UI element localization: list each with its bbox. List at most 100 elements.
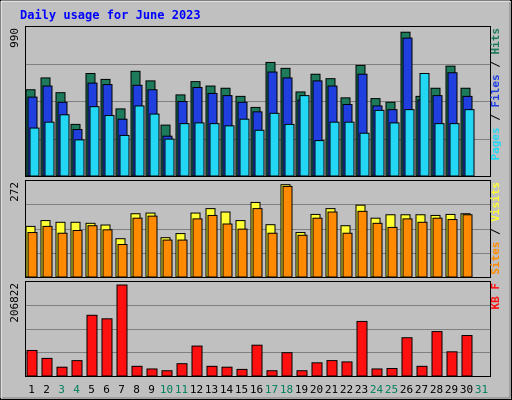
x-tick-label: 22 [340, 383, 353, 396]
bar-sites [87, 225, 98, 278]
bar-kb-f [431, 331, 443, 377]
axis-max-label: 272 [8, 182, 21, 202]
x-tick-label: 25 [385, 383, 398, 396]
bar-kb-f [461, 335, 473, 377]
bar-kb-f [86, 314, 98, 377]
bar-kb-f [446, 351, 458, 377]
x-tick-label: 17 [265, 383, 278, 396]
bar-sites [222, 223, 233, 278]
bar-kb-f [296, 370, 308, 377]
panel-2: 272 Sites / Visits [8, 180, 502, 278]
bar-sites [447, 219, 458, 278]
bar-kb-f [341, 361, 353, 377]
axis-max-label: 206822 [8, 283, 21, 323]
bar-pages [59, 114, 70, 177]
legend: KB F [489, 283, 502, 310]
bar-sites [252, 208, 263, 278]
x-tick-label: 19 [295, 383, 308, 396]
x-tick-label: 16 [250, 383, 263, 396]
bar-pages [314, 140, 325, 177]
bar-kb-f [146, 368, 158, 377]
bar-sites [327, 211, 338, 278]
x-tick-label: 13 [205, 383, 218, 396]
bar-sites [462, 214, 473, 278]
x-tick-label: 23 [355, 383, 368, 396]
bar-pages [194, 122, 205, 177]
bar-kb-f [71, 360, 83, 377]
bar-kb-f [41, 357, 53, 377]
bar-pages [164, 138, 175, 177]
bar-pages [239, 118, 250, 177]
x-tick-label: 29 [445, 383, 458, 396]
bar-kb-f [101, 318, 113, 377]
bar-sites [312, 217, 323, 278]
x-tick-label: 10 [160, 383, 173, 396]
bar-pages [179, 123, 190, 177]
panel-3: 206822 KB F [8, 281, 502, 377]
bar-kb-f [311, 362, 323, 377]
bar-pages [389, 122, 400, 177]
legend-item: KB F [489, 283, 502, 310]
x-tick-label: 31 [475, 383, 488, 396]
bar-kb-f [26, 349, 38, 377]
bar-kb-f [326, 360, 338, 377]
x-tick-label: 21 [325, 383, 338, 396]
bar-pages [419, 73, 430, 177]
x-tick-label: 27 [415, 383, 428, 396]
bar-kb-f [281, 352, 293, 377]
x-tick-label: 12 [190, 383, 203, 396]
x-tick-label: 3 [58, 383, 65, 396]
bar-pages [224, 125, 235, 177]
bar-pages [74, 139, 85, 177]
legend-item: Files [489, 74, 502, 107]
bar-kb-f [191, 345, 203, 377]
bar-pages [119, 134, 130, 177]
legend-separator: / [489, 55, 502, 75]
bar-pages [29, 127, 40, 177]
bar-kb-f [176, 363, 188, 377]
legend: Sites / Visits [489, 182, 502, 275]
bar-sites [297, 234, 308, 278]
x-tick-label: 18 [280, 383, 293, 396]
x-tick-label: 30 [460, 383, 473, 396]
bar-kb-f [56, 366, 68, 377]
bar-pages [449, 123, 460, 177]
bar-sites [342, 232, 353, 278]
bar-sites [102, 229, 113, 278]
bar-pages [149, 113, 160, 177]
bar-pages [269, 112, 280, 177]
bar-sites [72, 230, 83, 278]
bar-sites [177, 239, 188, 278]
bar-pages [104, 115, 115, 177]
bar-sites [267, 232, 278, 278]
bar-kb-f [371, 368, 383, 377]
bar-sites [57, 232, 68, 278]
bar-pages [434, 123, 445, 177]
bar-sites [402, 218, 413, 278]
x-tick-label: 9 [148, 383, 155, 396]
x-tick-label: 26 [400, 383, 413, 396]
legend-item: Pages [489, 127, 502, 160]
legend: Pages / Files / Hits [489, 28, 502, 161]
bar-pages [404, 109, 415, 177]
bar-pages [134, 105, 145, 177]
legend-item: Sites [489, 242, 502, 275]
bar-kb-f [266, 370, 278, 377]
bar-pages [374, 109, 385, 177]
bar-kb-f [251, 344, 263, 377]
bar-pages [89, 106, 100, 177]
bar-pages [359, 132, 370, 177]
legend-separator: / [489, 222, 502, 242]
bar-kb-f [236, 368, 248, 377]
x-tick-label: 2 [43, 383, 50, 396]
bar-kb-f [401, 337, 413, 377]
chart-title: Daily usage for June 2023 [20, 8, 201, 22]
x-tick-label: 28 [430, 383, 443, 396]
bar-sites [282, 185, 293, 278]
bar-kb-f [356, 320, 368, 377]
x-tick-label: 14 [220, 383, 234, 396]
bar-sites [42, 225, 53, 278]
legend-item: Hits [489, 28, 502, 55]
legend-item: Visits [489, 182, 502, 222]
bar-sites [147, 215, 158, 278]
